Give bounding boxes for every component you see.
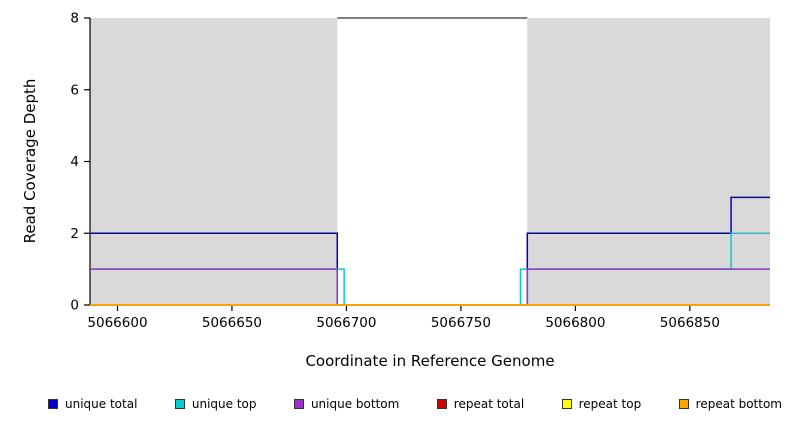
legend: unique total unique top unique bottom repea… [48, 397, 782, 411]
legend-swatch-icon [678, 399, 689, 409]
legend-label: repeat top [578, 397, 642, 411]
legend-item-repeat-top: repeat top [561, 397, 642, 411]
legend-label: repeat total [453, 397, 525, 411]
legend-swatch-icon [561, 399, 572, 409]
y-tick-label: 6 [70, 82, 79, 98]
x-tick-label: 5066650 [202, 315, 262, 331]
legend-item-unique-bottom: unique bottom [293, 397, 400, 411]
legend-item-unique-total: unique total [48, 397, 137, 411]
x-tick-label: 5066700 [316, 315, 376, 331]
legend-label: repeat bottom [695, 397, 782, 411]
y-axis-title: Read Coverage Depth [21, 78, 39, 244]
legend-label: unique top [191, 397, 257, 411]
y-tick-label: 8 [70, 11, 79, 27]
legend-swatch-icon [174, 399, 185, 409]
legend-swatch-icon [436, 399, 447, 409]
x-tick-label: 5066600 [87, 315, 147, 331]
legend-swatch-icon [48, 399, 58, 409]
x-axis-title: Coordinate in Reference Genome [305, 352, 555, 370]
legend-item-unique-top: unique top [174, 397, 257, 411]
x-tick-label: 5066750 [431, 315, 491, 331]
y-tick-label: 4 [70, 154, 79, 170]
shaded-region [90, 18, 338, 305]
legend-item-repeat-total: repeat total [436, 397, 525, 411]
x-tick-label: 5066800 [545, 315, 605, 331]
y-tick-label: 0 [70, 298, 79, 314]
plot-area: 5066600 5066650 5066700 5066750 5066800 50668… [70, 11, 770, 331]
legend-label: unique total [65, 397, 138, 411]
shaded-region [527, 18, 770, 305]
series-line-unique-top [90, 232, 770, 306]
x-tick-label: 5066850 [660, 315, 720, 331]
y-tick-label: 2 [70, 226, 79, 242]
legend-swatch-icon [293, 399, 304, 409]
legend-label: unique bottom [310, 397, 400, 411]
legend-item-repeat-bottom: repeat bottom [678, 397, 782, 411]
